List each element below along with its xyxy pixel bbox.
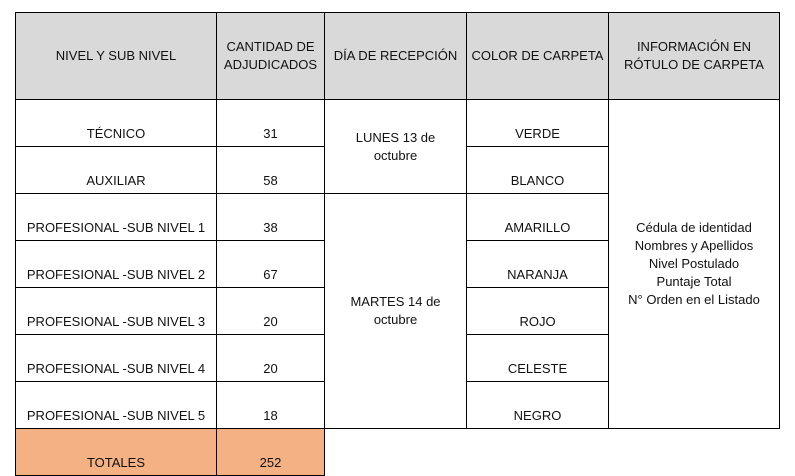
adjudicados-table: NIVEL Y SUB NIVEL CANTIDAD DE ADJUDICADO… xyxy=(15,12,780,476)
cantidad-cell: 58 xyxy=(216,146,325,194)
header-color: COLOR DE CARPETA xyxy=(466,12,609,100)
color-cell: VERDE xyxy=(466,99,609,147)
totals-row: TOTALES 252 xyxy=(15,428,780,476)
info-line: N° Orden en el Listado xyxy=(628,292,760,307)
info-line: Puntaje Total xyxy=(656,274,732,289)
color-cell: CELESTE xyxy=(466,334,609,382)
header-row: NIVEL Y SUB NIVEL CANTIDAD DE ADJUDICADO… xyxy=(15,12,780,100)
info-line: Cédula de identidad xyxy=(636,220,752,235)
info-cell: Cédula de identidad Nombres y Apellidos … xyxy=(608,99,780,429)
nivel-cell: PROFESIONAL -SUB NIVEL 3 xyxy=(15,287,217,335)
table-row: TÉCNICO 31 LUNES 13 de octubre VERDE Céd… xyxy=(15,99,780,429)
totals-value: 252 xyxy=(216,428,325,476)
nivel-cell: PROFESIONAL -SUB NIVEL 4 xyxy=(15,334,217,382)
color-cell: NEGRO xyxy=(466,381,609,429)
color-cell: AMARILLO xyxy=(466,193,609,241)
cantidad-cell: 18 xyxy=(216,381,325,429)
cantidad-cell: 20 xyxy=(216,287,325,335)
nivel-cell: PROFESIONAL -SUB NIVEL 2 xyxy=(15,240,217,288)
nivel-cell: PROFESIONAL -SUB NIVEL 5 xyxy=(15,381,217,429)
dia-cell: LUNES 13 de octubre xyxy=(324,99,467,194)
table-row: PROFESIONAL -SUB NIVEL 1 38 MARTES 14 de… xyxy=(15,193,780,429)
color-cell: NARANJA xyxy=(466,240,609,288)
cantidad-cell: 20 xyxy=(216,334,325,382)
table-row: AUXILIAR 58 BLANCO xyxy=(15,146,780,194)
header-info: INFORMACIÓN EN RÓTULO DE CARPETA xyxy=(608,12,780,100)
table-row: PROFESIONAL -SUB NIVEL 4 20 CELESTE xyxy=(15,334,780,382)
cantidad-cell: 67 xyxy=(216,240,325,288)
nivel-cell: AUXILIAR xyxy=(15,146,217,194)
nivel-cell: TÉCNICO xyxy=(15,99,217,147)
cantidad-cell: 38 xyxy=(216,193,325,241)
cantidad-cell: 31 xyxy=(216,99,325,147)
info-line: Nivel Postulado xyxy=(648,256,740,271)
dia-cell: MARTES 14 de octubre xyxy=(324,193,467,429)
color-cell: ROJO xyxy=(466,287,609,335)
totals-label: TOTALES xyxy=(15,428,217,476)
table-row: PROFESIONAL -SUB NIVEL 5 18 NEGRO xyxy=(15,381,780,429)
color-cell: BLANCO xyxy=(466,146,609,194)
header-nivel: NIVEL Y SUB NIVEL xyxy=(15,12,217,100)
header-dia: DÍA DE RECEPCIÓN xyxy=(324,12,467,100)
header-cantidad: CANTIDAD DE ADJUDICADOS xyxy=(216,12,325,100)
info-line: Nombres y Apellidos xyxy=(634,238,754,253)
empty-cell xyxy=(324,428,780,476)
nivel-cell: PROFESIONAL -SUB NIVEL 1 xyxy=(15,193,217,241)
